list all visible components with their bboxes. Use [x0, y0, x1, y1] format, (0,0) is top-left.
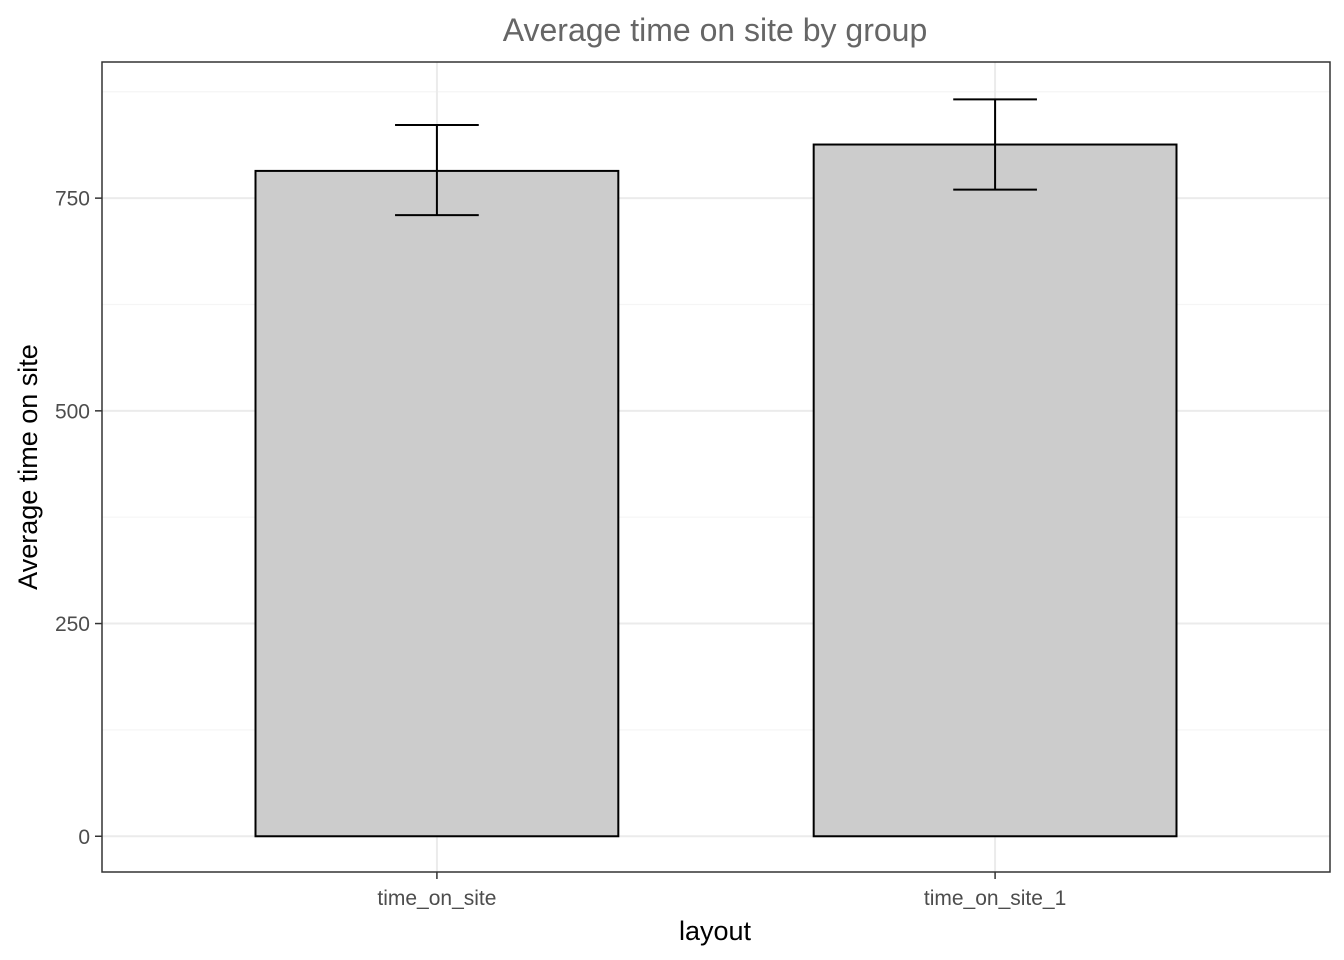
y-axis: 0 250 500 750: [55, 188, 102, 849]
y-tick-label: 0: [78, 826, 90, 849]
x-tick-label: time_on_site: [377, 887, 496, 910]
x-tick-label: time_on_site_1: [924, 887, 1066, 910]
panel-border: [101, 61, 1331, 873]
y-tick-label: 500: [55, 400, 90, 423]
y-tick-label: 750: [55, 188, 90, 211]
error-bar-time_on_site_1: [953, 98, 1037, 191]
error-bars: [395, 98, 1037, 217]
y-axis-title: Average time on site: [13, 344, 43, 590]
y-tick-label: 250: [55, 613, 90, 636]
error-bar-time_on_site: [395, 123, 479, 217]
x-axis-title: layout: [679, 916, 752, 946]
chart-title: Average time on site by group: [503, 12, 928, 48]
x-axis: time_on_site time_on_site_1: [377, 872, 1066, 910]
bar-time_on_site_1: [812, 143, 1178, 838]
bars: [254, 143, 1178, 838]
bar-time_on_site: [254, 169, 620, 838]
